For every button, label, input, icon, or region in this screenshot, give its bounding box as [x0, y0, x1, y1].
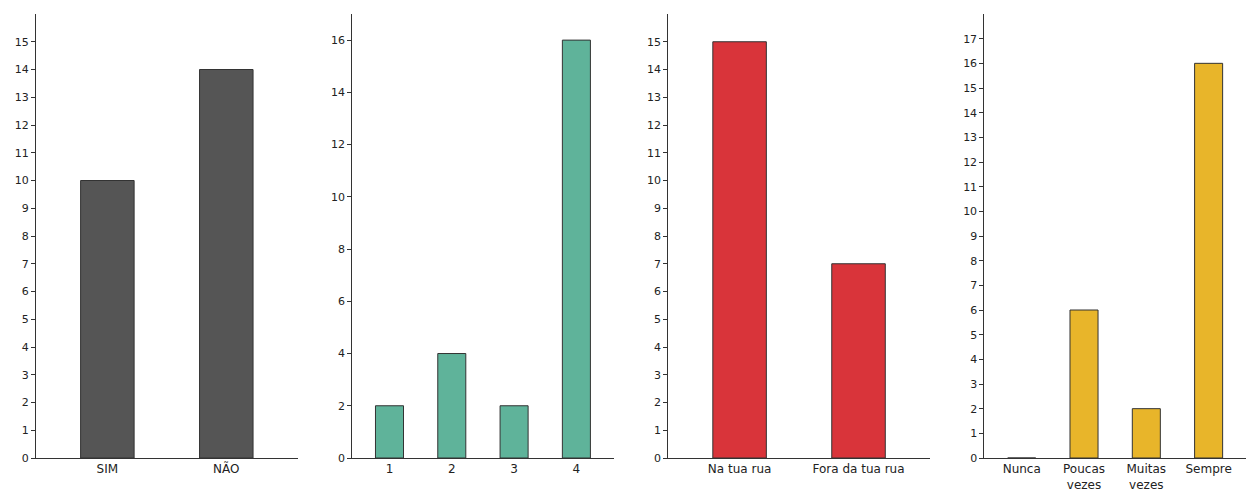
svg-text:12: 12 — [15, 119, 29, 132]
svg-text:3: 3 — [970, 378, 977, 391]
svg-text:Nunca: Nunca — [1003, 462, 1041, 476]
svg-text:13: 13 — [15, 91, 29, 104]
svg-text:4: 4 — [338, 347, 345, 360]
svg-text:16: 16 — [963, 57, 977, 70]
svg-text:10: 10 — [331, 191, 345, 204]
svg-text:Fora da tua rua: Fora da tua rua — [812, 462, 904, 476]
svg-text:0: 0 — [338, 452, 345, 465]
svg-text:Na tua rua: Na tua rua — [708, 462, 772, 476]
svg-text:14: 14 — [963, 107, 977, 120]
svg-text:10: 10 — [647, 174, 661, 187]
svg-text:0: 0 — [654, 452, 661, 465]
svg-text:13: 13 — [647, 91, 661, 104]
svg-text:13: 13 — [963, 131, 977, 144]
svg-text:10: 10 — [15, 174, 29, 187]
svg-text:8: 8 — [338, 243, 345, 256]
svg-text:9: 9 — [22, 202, 29, 215]
svg-text:3: 3 — [510, 462, 518, 476]
svg-text:16: 16 — [331, 34, 345, 47]
svg-text:14: 14 — [331, 86, 345, 99]
svg-text:Poucasvezes: Poucasvezes — [1063, 462, 1105, 492]
svg-text:6: 6 — [338, 295, 345, 308]
svg-text:15: 15 — [15, 36, 29, 49]
svg-text:7: 7 — [22, 258, 29, 271]
svg-text:4: 4 — [654, 341, 661, 354]
svg-text:7: 7 — [654, 258, 661, 271]
svg-text:15: 15 — [647, 36, 661, 49]
svg-text:4: 4 — [573, 462, 581, 476]
svg-text:2: 2 — [654, 396, 661, 409]
svg-text:SIM: SIM — [97, 462, 119, 476]
svg-text:4: 4 — [22, 341, 29, 354]
svg-text:0: 0 — [22, 452, 29, 465]
svg-text:2: 2 — [338, 400, 345, 413]
svg-text:0: 0 — [970, 452, 977, 465]
svg-text:8: 8 — [970, 255, 977, 268]
svg-text:Sempre: Sempre — [1185, 462, 1231, 476]
svg-text:2: 2 — [970, 403, 977, 416]
svg-text:5: 5 — [654, 313, 661, 326]
svg-text:6: 6 — [654, 285, 661, 298]
svg-text:12: 12 — [963, 156, 977, 169]
svg-text:6: 6 — [970, 304, 977, 317]
svg-text:8: 8 — [22, 230, 29, 243]
svg-text:17: 17 — [963, 33, 977, 46]
svg-text:12: 12 — [647, 119, 661, 132]
svg-text:12: 12 — [331, 138, 345, 151]
svg-text:Muitasvezes: Muitasvezes — [1127, 462, 1167, 492]
svg-text:10: 10 — [963, 205, 977, 218]
svg-text:NÃO: NÃO — [213, 461, 239, 476]
svg-text:9: 9 — [970, 230, 977, 243]
svg-text:3: 3 — [654, 369, 661, 382]
svg-text:8: 8 — [654, 230, 661, 243]
svg-text:1: 1 — [970, 427, 977, 440]
svg-text:5: 5 — [22, 313, 29, 326]
svg-text:6: 6 — [22, 285, 29, 298]
svg-text:2: 2 — [22, 396, 29, 409]
svg-text:1: 1 — [22, 424, 29, 437]
svg-text:14: 14 — [647, 63, 661, 76]
svg-text:9: 9 — [654, 202, 661, 215]
svg-text:5: 5 — [970, 329, 977, 342]
svg-text:1: 1 — [654, 424, 661, 437]
svg-text:15: 15 — [963, 82, 977, 95]
svg-text:11: 11 — [963, 181, 977, 194]
svg-text:14: 14 — [15, 63, 29, 76]
svg-text:11: 11 — [647, 147, 661, 160]
svg-text:7: 7 — [970, 279, 977, 292]
svg-text:2: 2 — [448, 462, 456, 476]
svg-text:11: 11 — [15, 147, 29, 160]
svg-text:1: 1 — [386, 462, 394, 476]
svg-text:4: 4 — [970, 353, 977, 366]
svg-text:3: 3 — [22, 369, 29, 382]
